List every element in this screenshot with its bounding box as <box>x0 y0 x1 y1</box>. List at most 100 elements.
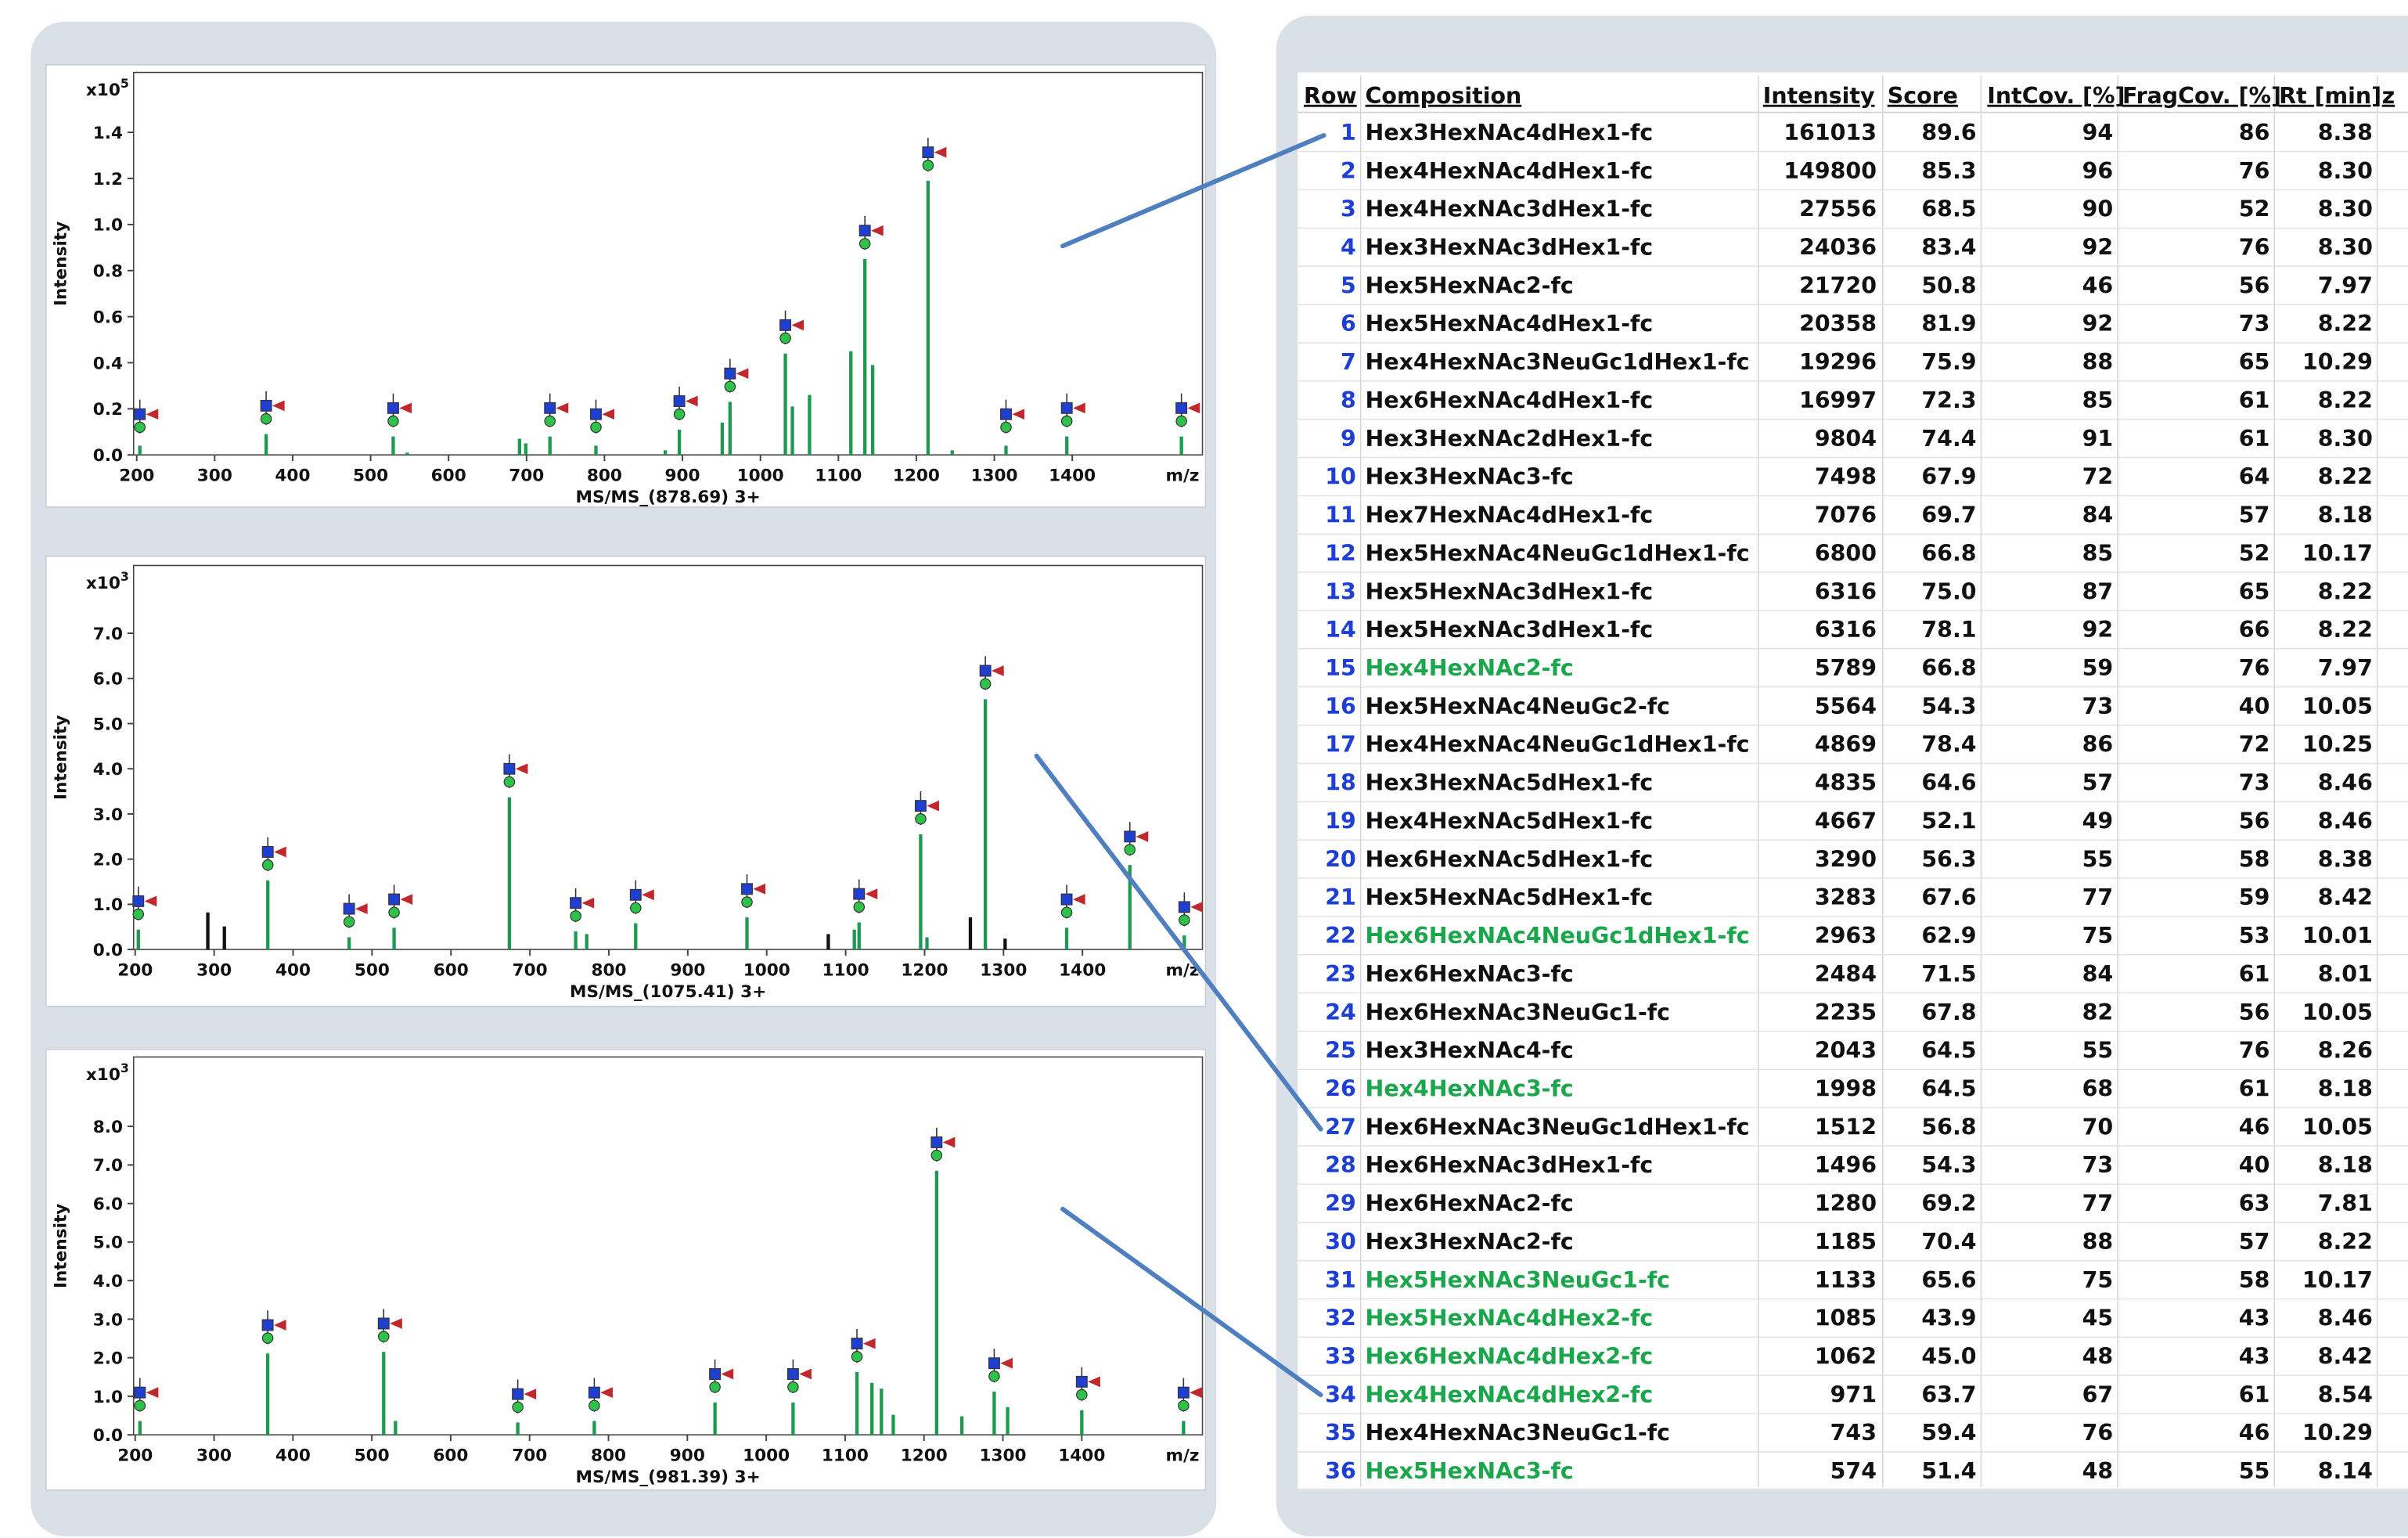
glycan-icon <box>545 402 556 413</box>
table-cell: 88 <box>2082 349 2114 375</box>
table-cell: 53 <box>2239 923 2270 949</box>
column-header: FragCov. [%] <box>2122 83 2281 109</box>
table-cell: 8.18 <box>2318 502 2373 528</box>
table-cell: 8.30 <box>2318 196 2373 222</box>
row-number: 35 <box>1325 1420 1356 1446</box>
table-cell: 78.1 <box>1921 617 1976 643</box>
table-cell: 50.8 <box>1921 272 1976 298</box>
table-cell: 971 <box>1830 1381 1877 1407</box>
table-cell: 149800 <box>1784 158 1877 184</box>
glycan-icon <box>980 665 991 676</box>
spectrum-box <box>46 1050 1206 1490</box>
glycan-icon <box>851 1352 862 1362</box>
table-cell: 2235 <box>1815 1000 1877 1025</box>
table-cell: 66.8 <box>1921 540 1976 566</box>
glycan-icon <box>262 1320 273 1331</box>
table-cell: 52 <box>2239 196 2270 222</box>
x-tick-label: 200 <box>117 960 153 980</box>
table-cell: 1185 <box>1815 1229 1877 1255</box>
x-tick-label: 700 <box>512 1446 547 1466</box>
table-cell: 10.01 <box>2302 923 2373 949</box>
table-cell: 56 <box>2239 272 2270 298</box>
table-cell: 8.22 <box>2318 387 2373 413</box>
glycan-icon <box>261 413 271 423</box>
y-tick-label: 2.0 <box>93 1349 123 1369</box>
table-cell: 64.5 <box>1921 1075 1976 1101</box>
table-cell: 52 <box>2239 540 2270 566</box>
x-unit: m/z <box>1166 466 1200 486</box>
table-cell: 76 <box>2239 655 2270 681</box>
y-tick-label: 4.0 <box>93 760 123 780</box>
table-cell: 43 <box>2239 1306 2270 1331</box>
table-cell: 6316 <box>1815 617 1877 643</box>
glycan-icon <box>923 147 934 158</box>
x-tick-label: 400 <box>275 466 310 486</box>
table-cell: 74.4 <box>1921 426 1976 452</box>
glycan-icon <box>859 225 870 236</box>
table-cell: 71.5 <box>1921 961 1976 987</box>
table-cell: 90 <box>2082 196 2114 222</box>
x-axis-label: MS/MS_(1075.41) 3+ <box>570 982 766 1002</box>
glycan-icon <box>860 239 870 249</box>
table-cell: 8.14 <box>2318 1458 2373 1484</box>
x-tick-label: 900 <box>670 1446 705 1466</box>
row-number: 17 <box>1325 732 1356 758</box>
table-cell: 73 <box>2239 311 2270 337</box>
table-cell: 70 <box>2082 1114 2114 1140</box>
table-cell: 72 <box>2082 464 2114 490</box>
table-cell: Hex4HexNAc3NeuGc1-fc <box>1366 1420 1670 1446</box>
table-cell: 20358 <box>1799 311 1877 337</box>
table-cell: Hex6HexNAc3NeuGc1-fc <box>1366 1000 1670 1025</box>
table-cell: Hex6HexNAc3NeuGc1dHex1-fc <box>1366 1114 1750 1140</box>
glycan-icon <box>504 776 514 787</box>
table-cell: Hex5HexNAc4NeuGc1dHex1-fc <box>1366 540 1750 566</box>
glycan-icon <box>1125 845 1135 855</box>
table-cell: 8.30 <box>2318 158 2373 184</box>
table-cell: 3283 <box>1815 884 1877 910</box>
table-cell: 56 <box>2239 1000 2270 1025</box>
y-scale-exponent: 3 <box>121 569 129 584</box>
row-number: 33 <box>1325 1344 1356 1370</box>
glycan-icon <box>916 801 927 812</box>
x-tick-label: 1200 <box>901 1446 948 1466</box>
row-number: 7 <box>1341 349 1356 375</box>
table-cell: 96 <box>2082 158 2114 184</box>
table-cell: 8.26 <box>2318 1038 2373 1064</box>
figure: 0.00.20.40.60.81.01.21.42003004005006007… <box>0 0 2408 1538</box>
table-cell: 10.29 <box>2302 349 2373 375</box>
table-cell: 88 <box>2082 1229 2114 1255</box>
table-cell: 58 <box>2239 1267 2270 1293</box>
row-number: 25 <box>1325 1038 1356 1064</box>
glycan-icon <box>742 884 753 895</box>
y-tick-label: 5.0 <box>93 715 123 734</box>
table-cell: 1998 <box>1815 1075 1877 1101</box>
table-cell: 21720 <box>1799 272 1877 298</box>
glycan-icon <box>135 1400 145 1410</box>
y-tick-label: 0.0 <box>93 941 123 960</box>
table-cell: 8.22 <box>2318 311 2373 337</box>
table-cell: Hex6HexNAc3dHex1-fc <box>1366 1152 1654 1178</box>
table-cell: 92 <box>2082 617 2114 643</box>
x-tick-label: 1300 <box>980 960 1027 980</box>
table-cell: 161013 <box>1784 120 1877 146</box>
table-cell: 67 <box>2082 1381 2114 1407</box>
glycan-icon <box>571 898 581 909</box>
table-cell: 65 <box>2239 578 2270 604</box>
row-number: 31 <box>1325 1267 1356 1293</box>
table-cell: Hex6HexNAc3-fc <box>1366 961 1574 987</box>
table-cell: 46 <box>2239 1420 2270 1446</box>
glycan-icon <box>710 1382 720 1392</box>
table-cell: 66.8 <box>1921 655 1976 681</box>
table-cell: 40 <box>2239 1152 2270 1178</box>
table-cell: 8.42 <box>2318 884 2373 910</box>
table-cell: 89.6 <box>1921 120 1976 146</box>
x-tick-label: 400 <box>275 960 311 980</box>
column-header: Rt [min] <box>2279 83 2381 109</box>
glycan-icon <box>630 889 641 900</box>
table-cell: 68.5 <box>1921 196 1976 222</box>
table-cell: 55 <box>2082 1038 2114 1064</box>
x-tick-label: 1000 <box>743 1446 790 1466</box>
table-cell: 8.54 <box>2318 1381 2373 1407</box>
x-tick-label: 1200 <box>901 960 948 980</box>
table-cell: 48 <box>2082 1344 2114 1370</box>
